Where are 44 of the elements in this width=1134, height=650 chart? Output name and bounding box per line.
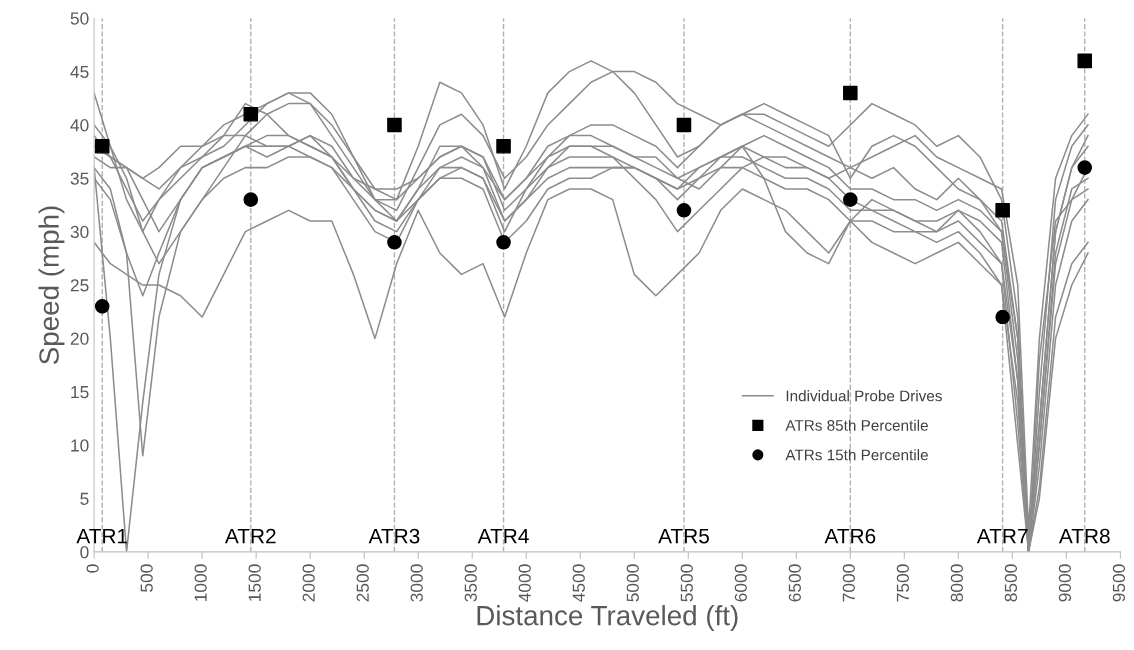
y-tick-label: 30 <box>70 225 89 239</box>
x-tick-label: 7000 <box>842 564 855 602</box>
x-tick-label: 0 <box>86 564 99 573</box>
legend-label: ATRs 15th Percentile <box>785 449 928 461</box>
ref-line-label: ATR6 <box>824 528 876 544</box>
ref-line-label: ATR8 <box>1058 528 1110 544</box>
x-tick-label: 2500 <box>356 564 369 602</box>
x-axis-title: Distance Traveled (ft) <box>477 605 738 631</box>
x-tick-label: 8500 <box>1004 564 1018 602</box>
y-tick-label: 20 <box>70 332 89 345</box>
y-tick-label: 10 <box>71 439 89 452</box>
y-tick-label: 45 <box>70 65 89 79</box>
x-tick-label: 9500 <box>1112 564 1126 602</box>
legend-label: Individual Probe Drives <box>786 390 942 402</box>
ref-line-label: ATR1 <box>76 528 128 544</box>
ref-line-label: ATR4 <box>477 528 529 544</box>
x-tick-label: 3500 <box>464 564 477 602</box>
x-tick-label: 2000 <box>302 564 315 602</box>
x-tick-label: 7500 <box>896 564 909 602</box>
legend-label: ATRs 85th Percentile <box>785 419 928 431</box>
x-tick-label: 6000 <box>734 564 747 602</box>
x-tick-label: 1000 <box>194 564 207 601</box>
y-tick-label: 15 <box>71 386 89 399</box>
x-tick-label: 5000 <box>626 564 639 602</box>
x-tick-label: 500 <box>140 564 153 592</box>
x-tick-label: 8000 <box>950 564 964 602</box>
x-tick-label: 4000 <box>518 564 531 602</box>
x-tick-label: 3000 <box>410 564 423 602</box>
ref-line-label: ATR2 <box>224 528 276 544</box>
ref-line-label: ATR5 <box>658 528 709 544</box>
x-tick-label: 5500 <box>680 564 693 602</box>
x-tick-label: 9000 <box>1058 564 1072 602</box>
y-tick-label: 5 <box>80 492 89 505</box>
x-tick-label: 4500 <box>572 564 585 602</box>
y-tick-label: 40 <box>70 119 89 132</box>
y-tick-label: 50 <box>70 12 89 25</box>
y-tick-label: 25 <box>70 279 89 292</box>
x-tick-label: 1500 <box>248 564 261 601</box>
ref-line-label: ATR3 <box>368 528 420 544</box>
y-tick-label: 35 <box>70 172 89 185</box>
x-tick-label: 6500 <box>788 564 801 602</box>
ref-line-label: ATR7 <box>976 528 1028 544</box>
y-tick-label: 0 <box>80 546 89 559</box>
y-axis-title: Speed (mph) <box>38 206 65 365</box>
